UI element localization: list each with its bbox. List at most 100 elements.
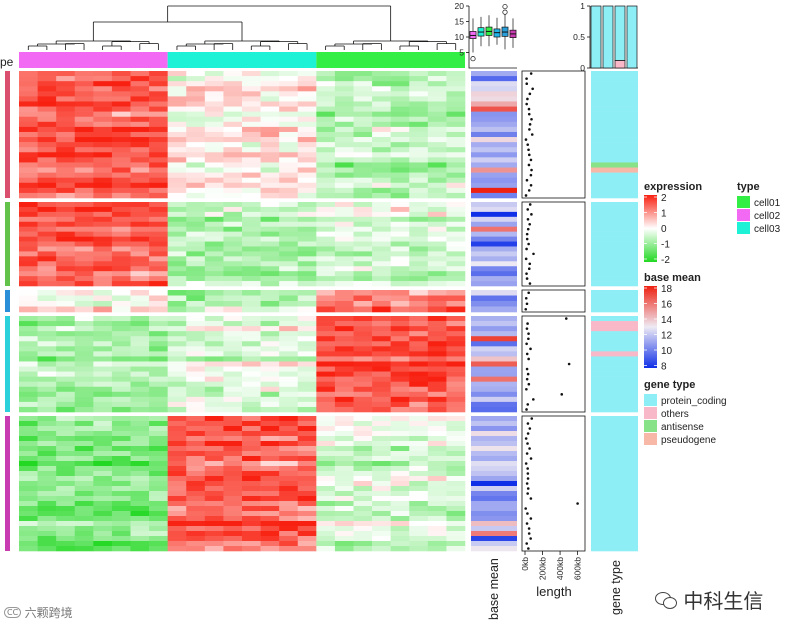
- base-mean-cell: [471, 316, 517, 322]
- heatmap-cell: [372, 401, 391, 408]
- heatmap-cell: [427, 381, 447, 388]
- heatmap-cell: [316, 506, 336, 512]
- heatmap-cell: [74, 281, 94, 287]
- heatmap-cell: [74, 536, 94, 542]
- heatmap-cell: [56, 211, 76, 218]
- heatmap-cell: [37, 281, 57, 287]
- heatmap-cell: [19, 396, 38, 403]
- heatmap-cell: [149, 351, 168, 357]
- heatmap-cell: [204, 157, 224, 163]
- heatmap-cell: [242, 172, 261, 178]
- heatmap-cell: [93, 436, 113, 442]
- heatmap-cell: [204, 221, 224, 227]
- heatmap-cell: [223, 116, 243, 123]
- heatmap-cell: [186, 256, 206, 262]
- heatmap-cell: [409, 182, 429, 189]
- heatmap-cell: [204, 211, 224, 218]
- heatmap-cell: [297, 376, 317, 382]
- heatmap-cell: [372, 295, 391, 302]
- heatmap-cell: [167, 281, 187, 287]
- heatmap-cell: [186, 290, 206, 296]
- heatmap-cell: [334, 366, 354, 372]
- heatmap-cell: [74, 177, 94, 184]
- gene-type-cell: [591, 536, 638, 542]
- heatmap-cell: [223, 131, 243, 138]
- heatmap-cell: [446, 316, 466, 322]
- heatmap-cell: [353, 406, 373, 413]
- heatmap-cell: [186, 461, 206, 467]
- heatmap-cell: [446, 281, 466, 287]
- heatmap-cell: [409, 167, 429, 173]
- heatmap-cell: [316, 106, 336, 112]
- heatmap-cell: [186, 147, 206, 153]
- heatmap-cell: [37, 231, 57, 237]
- heatmap-cell: [427, 531, 447, 537]
- heatmap-cell: [260, 386, 280, 393]
- heatmap-cell: [223, 226, 243, 232]
- base-mean-legend-label: 10: [661, 346, 673, 357]
- length-point: [530, 168, 533, 172]
- heatmap-cell: [37, 546, 57, 552]
- heatmap-cell: [167, 461, 187, 467]
- heatmap-cell: [130, 126, 150, 133]
- heatmap-cell: [130, 316, 150, 322]
- heatmap-cell: [390, 516, 410, 522]
- length-point: [525, 302, 529, 306]
- heatmap-cell: [353, 541, 373, 547]
- heatmap-cell: [334, 211, 354, 218]
- heatmap-cell: [167, 276, 187, 282]
- heatmap-cell: [390, 221, 410, 227]
- heatmap-cell: [353, 511, 373, 517]
- heatmap-cell: [37, 147, 57, 153]
- heatmap-cell: [19, 202, 38, 208]
- heatmap-cell: [353, 266, 373, 272]
- heatmap-cell: [111, 541, 131, 547]
- heatmap-cell: [149, 182, 168, 189]
- heatmap-cell: [204, 526, 224, 532]
- heatmap-cell: [74, 456, 94, 462]
- heatmap-cell: [279, 177, 299, 184]
- gene-type-cell: [591, 71, 638, 77]
- heatmap-cell: [260, 521, 280, 527]
- heatmap-cell: [334, 295, 354, 302]
- heatmap-cell: [93, 381, 113, 388]
- heatmap-cell: [427, 316, 447, 322]
- length-point: [530, 417, 534, 420]
- heatmap-cell: [297, 516, 317, 522]
- heatmap-cell: [37, 295, 57, 302]
- length-point: [525, 342, 528, 346]
- heatmap-cell: [186, 546, 206, 552]
- heatmap-cell: [279, 91, 299, 97]
- heatmap-cell: [56, 396, 76, 403]
- heatmap-cell: [446, 446, 466, 452]
- heatmap-cell: [204, 111, 224, 118]
- gene-type-legend-swatch: [644, 407, 657, 419]
- heatmap-cell: [316, 546, 336, 552]
- heatmap-cell: [56, 481, 76, 487]
- heatmap-cell: [223, 481, 243, 487]
- heatmap-cell: [242, 331, 261, 337]
- heatmap-cell: [260, 366, 280, 372]
- heatmap-cell: [446, 126, 466, 133]
- heatmap-cell: [297, 511, 317, 517]
- heatmap-cell: [409, 441, 429, 447]
- heatmap-cell: [186, 486, 206, 492]
- heatmap-cell: [167, 331, 187, 337]
- heatmap-cell: [56, 301, 76, 307]
- heatmap-cell: [93, 281, 113, 287]
- heatmap-cell: [409, 241, 429, 247]
- heatmap-cell: [427, 137, 447, 143]
- heatmap-cell: [37, 321, 57, 327]
- heatmap-cell: [279, 301, 299, 307]
- heatmap-cell: [316, 76, 336, 82]
- heatmap-cell: [93, 241, 113, 247]
- heatmap-cell: [372, 251, 391, 257]
- heatmap-cell: [409, 521, 429, 527]
- heatmap-cell: [130, 486, 150, 492]
- heatmap-cell: [130, 101, 150, 107]
- heatmap-cell: [297, 526, 317, 532]
- heatmap-cell: [446, 81, 466, 87]
- heatmap-cell: [19, 356, 38, 362]
- heatmap-cell: [149, 416, 168, 422]
- heatmap-cell: [186, 491, 206, 497]
